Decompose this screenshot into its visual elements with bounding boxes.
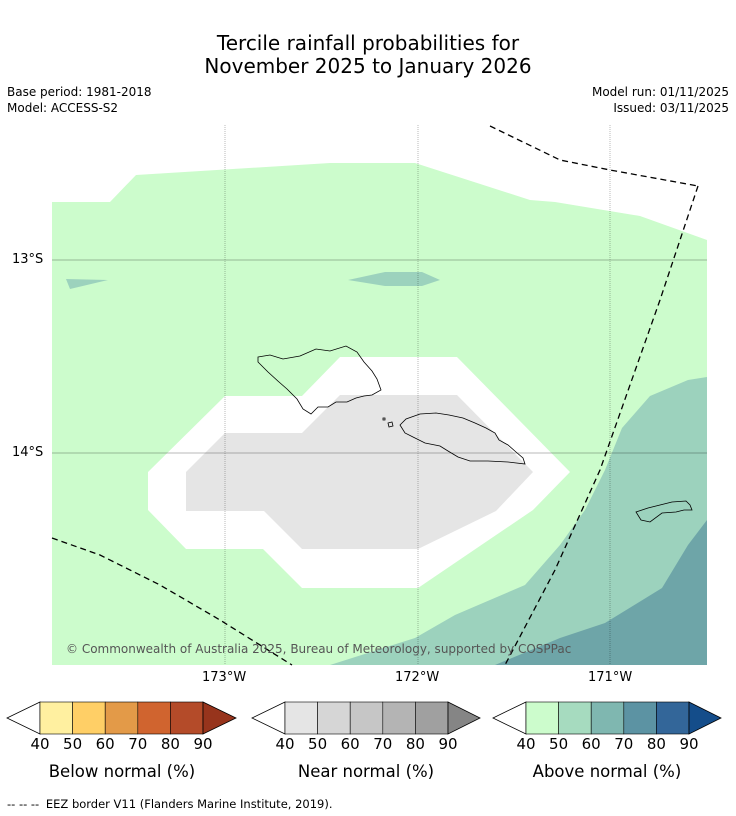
colorbar-arrow-low [251,701,286,735]
model-name: Model: ACCESS-S2 [7,101,119,115]
manono-island [387,421,394,428]
colorbar-title-near-normal: Near normal (%) [297,762,435,781]
footnote: -- -- -- EEZ border V11 (Flanders Marine… [7,797,336,811]
eez-borders [51,125,699,666]
colorbar-segment [525,701,559,735]
latitude-label-14s: 14°S [12,445,44,460]
colorbar-tick-label: 90 [679,735,699,753]
latitude-label-13s: 13°S [12,252,44,267]
colorbar-segment [170,701,204,735]
colorbar-tick-label: 40 [516,735,536,753]
colorbar-tick-label: 60 [581,735,601,753]
colorbar-tick-label: 80 [646,735,666,753]
copyright-text: © Commonwealth of Australia 2025, Bureau… [66,642,571,656]
eez-border-east [504,185,699,666]
longitude-label-173w: 173°W [202,670,247,685]
near-normal-40-region [186,395,533,549]
colorbar-segment [137,701,171,735]
model-run: Model run: 01/11/2025 [591,85,729,99]
colorbar-below-normal [6,701,237,735]
colorbar-arrow-high [688,701,722,735]
colorbar-segment [349,701,384,735]
forecast-map: © Commonwealth of Australia 2025, Bureau… [51,125,707,666]
above-normal-50-patch-west [66,279,108,289]
colorbar-segment [590,701,625,735]
colorbar-segment [104,701,139,735]
colorbar-tick-label: 40 [30,735,50,753]
colorbar-tick-label: 50 [63,735,83,753]
colorbar-tick-label: 60 [95,735,115,753]
above-normal-50-patch-north [348,272,440,286]
colorbar-arrow-low [492,701,527,735]
eez-border-southwest [51,537,293,666]
colorbar-segment [72,701,106,735]
colorbars [6,701,722,735]
colorbar-arrow-high [447,701,481,735]
colorbar-tick-label: 40 [275,735,295,753]
colorbar-tick-label: 80 [160,735,180,753]
colorbar-tick-label: 70 [373,735,393,753]
colorbar-segment [415,701,449,735]
colorbar-tick-label: 90 [438,735,458,753]
above-normal-50-region [330,377,707,665]
coastlines [257,345,693,523]
title-line-2: November 2025 to January 2026 [204,54,532,78]
eez-legend-dashes: -- -- -- [7,797,40,811]
colorbar-segment [382,701,416,735]
colorbar-tick-label: 60 [340,735,360,753]
colorbar-title-below-normal: Below normal (%) [48,762,196,781]
apolima-island [382,417,386,421]
eez-legend-text: EEZ border V11 (Flanders Marine Institut… [45,797,333,811]
colorbar-tick-label: 70 [128,735,148,753]
colorbar-above-normal [492,701,722,735]
colorbar-arrow-high [202,701,237,735]
colorbar-title-above-normal: Above normal (%) [532,762,682,781]
longitude-label-172w: 172°W [395,670,440,685]
colorbar-segment [656,701,690,735]
issued-date: Issued: 03/11/2025 [613,101,729,115]
upolu-island [399,412,526,465]
colorbar-segment [623,701,657,735]
above-normal-60-region [495,520,707,665]
colorbar-segment [39,701,73,735]
colorbar-segment [317,701,351,735]
longitude-label-171w: 171°W [588,670,633,685]
colorbar-tick-label: 50 [308,735,328,753]
title-line-1: Tercile rainfall probabilities for [216,31,520,55]
savaii-island [257,345,382,415]
colorbar-tick-label: 70 [614,735,634,753]
base-period: Base period: 1981-2018 [7,85,152,99]
colorbar-arrow-low [6,701,41,735]
colorbar-tick-label: 50 [549,735,569,753]
eez-border-north [489,125,699,187]
colorbar-segment [284,701,318,735]
colorbar-near-normal [251,701,481,735]
tutuila-island [635,500,693,523]
colorbar-tick-label: 80 [405,735,425,753]
colorbar-segment [558,701,592,735]
colorbar-tick-label: 90 [193,735,213,753]
